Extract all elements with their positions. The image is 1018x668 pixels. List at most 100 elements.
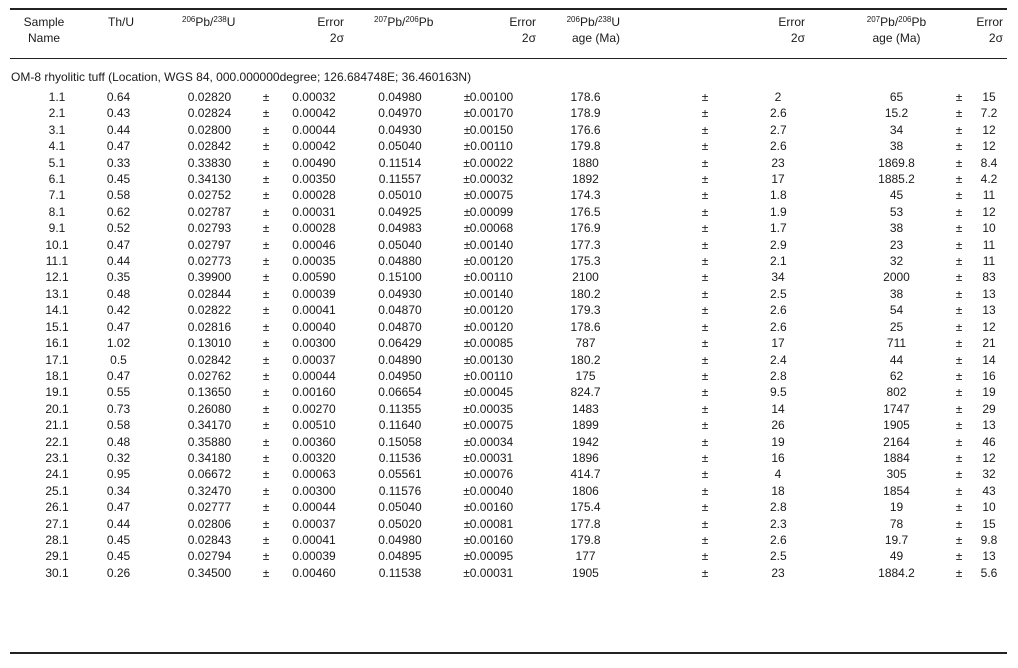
table-row: 3.1 0.44 0.02800 ±0.00044 0.04930 ±0.00150 176… bbox=[10, 122, 1007, 138]
cell-age-207-206: 53 bbox=[889, 204, 904, 219]
cell-pb207-pb206-error: 0.00034 bbox=[469, 434, 514, 449]
cell-age-206-238-error: 26 bbox=[771, 418, 785, 433]
plus-minus: ± bbox=[701, 237, 709, 252]
cell-sample-name: 17.1 bbox=[45, 352, 69, 367]
top-rule bbox=[10, 8, 1007, 10]
cell-age-207-206-error: 13 bbox=[982, 303, 996, 318]
cell-pb207-pb206: 0.15058 bbox=[378, 434, 422, 449]
cell-age-207-206-error: 14 bbox=[982, 352, 996, 367]
table-row: 15.1 0.47 0.02816 ±0.00040 0.04870 ±0.00120 17… bbox=[10, 319, 1007, 335]
plus-minus: ± bbox=[262, 204, 270, 219]
spacer-cell bbox=[805, 532, 850, 548]
cell-age-206-238-error: 9.5 bbox=[770, 385, 787, 400]
table-row: 22.1 0.48 0.35880 ±0.00360 0.15058 ±0.00034 19… bbox=[10, 434, 1007, 450]
cell-sample-name: 14.1 bbox=[45, 303, 69, 318]
cell-sample-name: 24.1 bbox=[45, 467, 69, 482]
cell-pb207-pb206: 0.05040 ± bbox=[344, 237, 470, 253]
cell-age-207-206-error: 13 bbox=[982, 418, 996, 433]
cell-sample-name: 6.1 bbox=[48, 172, 66, 187]
plus-minus: ± bbox=[701, 319, 709, 334]
cell-pb206-u238-error: 0.00040 bbox=[292, 319, 336, 334]
table-row: 2.1 0.43 0.02824 ±0.00042 0.04970 ±0.00170 178… bbox=[10, 105, 1007, 121]
cell-pb206-u238: 0.13650 bbox=[187, 385, 232, 400]
plus-minus: ± bbox=[955, 139, 963, 154]
cell-pb207-pb206: 0.11557 bbox=[378, 172, 422, 187]
cell-pb206-u238-error: 0.00460 bbox=[292, 565, 336, 580]
cell-pb207-pb206: 0.05040 ± bbox=[344, 138, 470, 154]
cell-age-207-206: 305 bbox=[886, 467, 907, 482]
cell-pb206-u238: 0.02820 bbox=[187, 90, 232, 104]
plus-minus: ± bbox=[463, 516, 471, 531]
cell-pb206-u238: 0.26080 bbox=[187, 401, 232, 416]
table-row: 7.1 0.58 0.02752 ±0.00028 0.05010 ±0.00075 174… bbox=[10, 187, 1007, 203]
cell-pb206-u238-error: 0.00042 bbox=[292, 139, 336, 154]
spacer-cell bbox=[805, 466, 850, 482]
plus-minus: ± bbox=[955, 237, 963, 252]
cell-age-207-206: 19.7 bbox=[884, 532, 909, 547]
header-pb206-u238: 206Pb/238U bbox=[182, 15, 236, 29]
cell-age-206-238: 1892 bbox=[572, 172, 599, 187]
plus-minus: ± bbox=[955, 270, 963, 285]
cell-age-206-238: 176.6 bbox=[570, 122, 601, 137]
cell-pb207-pb206: 0.15100 ± bbox=[344, 269, 470, 285]
plus-minus: ± bbox=[955, 155, 963, 170]
cell-age-207-206: 23 bbox=[889, 237, 904, 252]
spacer-cell bbox=[805, 401, 850, 417]
cell-pb207-pb206: 0.04925 bbox=[378, 204, 422, 219]
cell-age-207-206-error: 12 bbox=[982, 204, 996, 219]
cell-age-206-238-error: 14 bbox=[771, 401, 785, 416]
cell-age-207-206: 711 bbox=[886, 336, 907, 351]
spacer-cell bbox=[805, 171, 850, 187]
cell-pb206-u238-error: 0.00044 bbox=[292, 368, 336, 383]
spacer-cell bbox=[805, 483, 850, 499]
spacer-cell bbox=[805, 352, 850, 368]
plus-minus: ± bbox=[463, 434, 471, 449]
plus-minus: ± bbox=[262, 565, 270, 580]
plus-minus: ± bbox=[701, 139, 709, 154]
cell-pb207-pb206-error: 0.00099 bbox=[469, 204, 514, 219]
cell-age-207-206: 25 bbox=[889, 319, 904, 334]
cell-pb206-u238: 0.06672 bbox=[187, 467, 232, 482]
cell-age-206-238-error: 1.9 bbox=[770, 204, 787, 219]
plus-minus: ± bbox=[955, 418, 963, 433]
header-error-4: Error 2σ bbox=[976, 15, 1003, 45]
cell-age-207-206: 1884.2 bbox=[878, 565, 915, 580]
cell-pb207-pb206-error: 0.00100 bbox=[469, 90, 514, 104]
cell-age-206-238: 1896 bbox=[572, 450, 599, 465]
cell-age-207-206: 1884 bbox=[883, 450, 910, 465]
plus-minus: ± bbox=[701, 188, 709, 203]
cell-pb206-u238-error: 0.00028 bbox=[292, 221, 336, 236]
cell-age-206-238-error: 34 bbox=[771, 270, 785, 285]
cell-pb207-pb206: 0.11576 bbox=[378, 483, 422, 498]
cell-pb207-pb206: 0.04895 ± bbox=[344, 548, 470, 564]
cell-age-207-206-error: 29 bbox=[982, 401, 996, 416]
cell-pb206-u238: 0.02752 bbox=[187, 188, 232, 203]
cell-age-207-206-error: 21 bbox=[982, 336, 996, 351]
table-row: 25.1 0.34 0.32470 ±0.00300 0.11576 ±0.00040 18… bbox=[10, 483, 1007, 499]
cell-pb206-u238: 0.02762 bbox=[187, 368, 232, 383]
cell-age-206-238: 179.3 bbox=[570, 303, 601, 318]
table-row: 24.1 0.95 0.06672 ±0.00063 0.05561 ±0.00076 41… bbox=[10, 466, 1007, 482]
cell-sample-name: 25.1 bbox=[45, 483, 69, 498]
plus-minus: ± bbox=[262, 319, 270, 334]
cell-sample-name: 1.1 bbox=[48, 90, 66, 104]
section-row: OM-8 rhyolitic tuff (Location, WGS 84, 0… bbox=[10, 62, 1007, 89]
cell-pb207-pb206-error: 0.00160 bbox=[469, 500, 514, 515]
plus-minus: ± bbox=[463, 500, 471, 515]
cell-pb207-pb206: 0.04930 ± bbox=[344, 122, 470, 138]
cell-age-206-238: 180.2 bbox=[570, 286, 601, 301]
cell-pb207-pb206: 0.11536 ± bbox=[344, 450, 470, 466]
cell-th-u: 0.48 bbox=[106, 286, 131, 301]
cell-age-206-238-error: 2.4 bbox=[770, 352, 787, 367]
cell-pb207-pb206: 0.06654 ± bbox=[344, 384, 470, 400]
cell-sample-name: 5.1 bbox=[48, 155, 66, 170]
cell-age-206-238: 787 bbox=[575, 336, 596, 351]
cell-pb206-u238-error: 0.00046 bbox=[292, 237, 336, 252]
cell-age-207-206-error: 11 bbox=[982, 254, 996, 269]
plus-minus: ± bbox=[262, 303, 270, 318]
table-row: 12.1 0.35 0.39900 ±0.00590 0.15100 ±0.00110 21… bbox=[10, 269, 1007, 285]
spacer-cell bbox=[805, 286, 850, 302]
cell-age-206-238: 178.9 bbox=[570, 106, 601, 121]
cell-pb206-u238: 0.34500 bbox=[187, 565, 232, 580]
plus-minus: ± bbox=[463, 155, 470, 170]
